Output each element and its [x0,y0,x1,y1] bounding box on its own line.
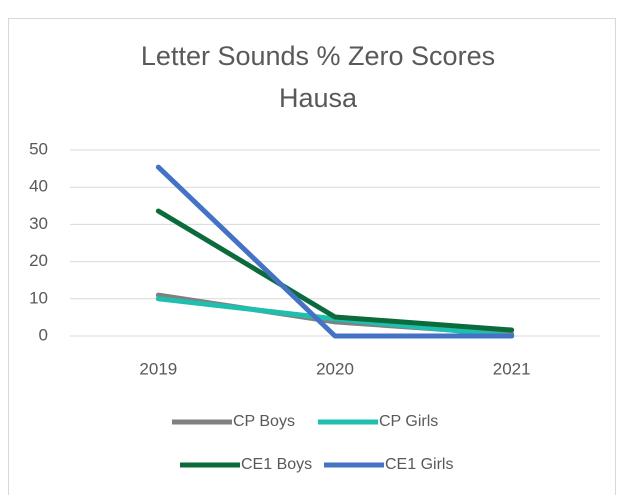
y-tick-label: 50 [29,139,48,158]
y-tick-label: 10 [29,288,48,307]
series-line [155,208,515,333]
y-tick-label: 30 [29,214,48,233]
chart-title: Letter Sounds % Zero Scores [141,41,495,71]
x-tick-label: 2021 [493,359,531,378]
x-tick-label: 2019 [139,359,177,378]
chart-title: Hausa [279,83,358,113]
y-tick-label: 40 [29,177,48,196]
y-tick-label: 0 [39,325,48,344]
y-tick-label: 20 [29,251,48,270]
legend-label: CP Girls [379,413,438,430]
legend-label: CE1 Boys [241,456,312,473]
series-line [155,164,515,339]
chart-frame [8,18,616,495]
legend-label: CP Boys [233,413,295,430]
legend-label: CE1 Girls [385,456,453,473]
x-tick-label: 2020 [316,359,354,378]
